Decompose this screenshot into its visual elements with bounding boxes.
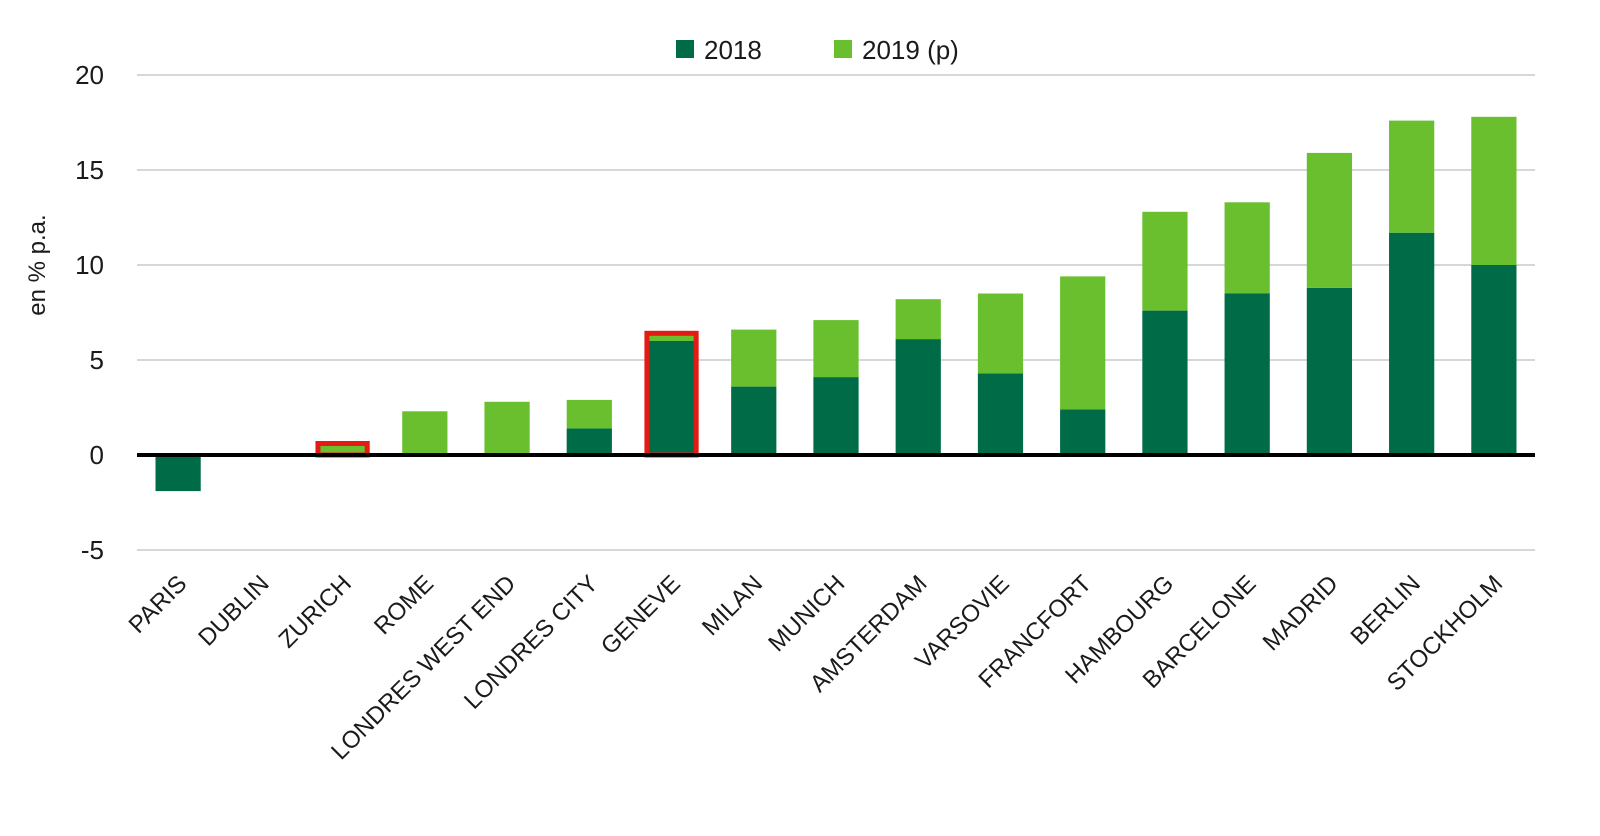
bar-2019 [895, 299, 941, 340]
bar-2019 [1060, 276, 1106, 410]
bar-2018 [895, 339, 941, 455]
bar-2018 [731, 386, 777, 455]
bar-2018 [155, 455, 201, 492]
x-tick-label: MUNICH [763, 570, 850, 657]
bar-2019 [977, 293, 1024, 374]
y-axis-title: en % p.a. [24, 214, 51, 315]
y-tick-label: 0 [90, 440, 104, 470]
legend-label: 2019 (p) [862, 35, 959, 65]
bar-2019 [813, 320, 859, 378]
bar-2019 [648, 335, 695, 341]
legend-swatch [676, 40, 694, 58]
bar-2019 [319, 445, 366, 455]
x-tick-label: MILAN [697, 570, 768, 641]
bar-2018 [1471, 265, 1517, 455]
y-tick-label: 15 [75, 155, 104, 185]
legend-label: 2018 [704, 35, 762, 65]
bar-layer [155, 116, 1517, 492]
x-tick-label: ROME [369, 570, 439, 640]
bar-2019 [566, 399, 612, 429]
x-tick-label: ZURICH [274, 570, 357, 653]
y-tick-label: 10 [75, 250, 104, 280]
bar-2018 [566, 428, 612, 455]
bar-2019 [1224, 202, 1270, 294]
bar-2019 [1471, 116, 1517, 265]
bar-2018 [648, 341, 695, 455]
bar-2019 [484, 401, 530, 455]
legend-swatch [834, 40, 852, 58]
bar-2018 [1224, 293, 1270, 455]
legend: 2018 2019 (p) [676, 35, 959, 65]
y-tick-label: 20 [75, 60, 104, 90]
bar-2018 [977, 373, 1024, 455]
bar-2019 [731, 329, 777, 387]
x-tick-label: PARIS [124, 570, 193, 639]
y-tick-label: -5 [81, 535, 104, 565]
bar-2018 [1306, 287, 1353, 455]
x-tick-label: DUBLIN [193, 570, 274, 651]
bar-2019 [1306, 152, 1353, 288]
bar-2018 [1389, 232, 1435, 455]
x-tick-label: MADRID [1258, 570, 1344, 656]
y-tick-label: 5 [90, 345, 104, 375]
bar-2018 [1142, 310, 1188, 455]
bar-2018 [813, 377, 859, 455]
bar-2019 [402, 411, 448, 455]
bar-2019 [1389, 120, 1435, 233]
x-tick-label: GENEVE [596, 570, 686, 660]
bar-2018 [1060, 409, 1106, 455]
bar-2019 [1142, 211, 1188, 311]
grid-layer [137, 74, 1535, 551]
x-tick-label: BERLIN [1345, 570, 1425, 650]
